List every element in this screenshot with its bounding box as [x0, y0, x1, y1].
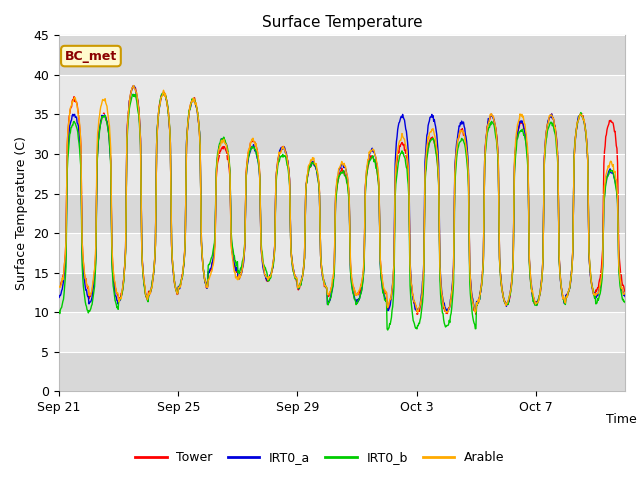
IRT0_b — [160, 90, 168, 96]
IRT0_b — [384, 327, 392, 333]
IRT0_a — [254, 156, 262, 162]
Bar — [59, 352, 625, 391]
Tower — [391, 222, 399, 228]
Arable — [254, 151, 262, 157]
IRT0_a — [391, 211, 399, 217]
Tower — [621, 289, 629, 295]
Bar — [59, 114, 625, 154]
Arable — [621, 290, 629, 296]
IRT0_b — [55, 309, 63, 314]
Arable — [391, 217, 399, 223]
Arable — [55, 283, 63, 289]
Bar — [59, 154, 625, 193]
Text: BC_met: BC_met — [65, 49, 117, 62]
Bar — [59, 233, 625, 273]
Bar — [59, 36, 625, 75]
Arable — [130, 83, 138, 88]
IRT0_a — [319, 275, 327, 281]
Tower — [529, 291, 536, 297]
IRT0_b — [319, 277, 327, 283]
IRT0_b — [391, 193, 399, 199]
Line: IRT0_a: IRT0_a — [59, 86, 625, 311]
IRT0_a — [412, 306, 420, 312]
Bar — [59, 193, 625, 233]
IRT0_a — [621, 294, 629, 300]
IRT0_a — [472, 308, 480, 314]
Tower — [177, 283, 184, 288]
IRT0_b — [413, 326, 420, 332]
IRT0_b — [529, 292, 536, 298]
Line: Tower: Tower — [59, 86, 625, 314]
Arable — [319, 275, 327, 281]
X-axis label: Time: Time — [605, 413, 636, 426]
IRT0_b — [254, 158, 262, 164]
Y-axis label: Surface Temperature (C): Surface Temperature (C) — [15, 136, 28, 290]
IRT0_a — [177, 283, 184, 288]
Line: Arable: Arable — [59, 85, 625, 312]
IRT0_b — [177, 281, 184, 287]
Legend: Tower, IRT0_a, IRT0_b, Arable: Tower, IRT0_a, IRT0_b, Arable — [131, 446, 509, 469]
Tower — [55, 283, 63, 288]
Title: Surface Temperature: Surface Temperature — [262, 15, 422, 30]
IRT0_a — [55, 295, 63, 300]
IRT0_b — [621, 300, 629, 305]
Arable — [413, 310, 421, 315]
IRT0_a — [131, 83, 138, 89]
Arable — [412, 304, 420, 310]
Arable — [177, 284, 184, 290]
Bar — [59, 75, 625, 114]
Arable — [529, 288, 536, 293]
Tower — [472, 312, 480, 317]
Bar — [59, 312, 625, 352]
IRT0_a — [529, 294, 536, 300]
Tower — [254, 153, 262, 158]
Bar — [59, 273, 625, 312]
Tower — [412, 304, 420, 310]
Tower — [129, 83, 137, 89]
Line: IRT0_b: IRT0_b — [59, 93, 625, 330]
Tower — [319, 276, 327, 281]
